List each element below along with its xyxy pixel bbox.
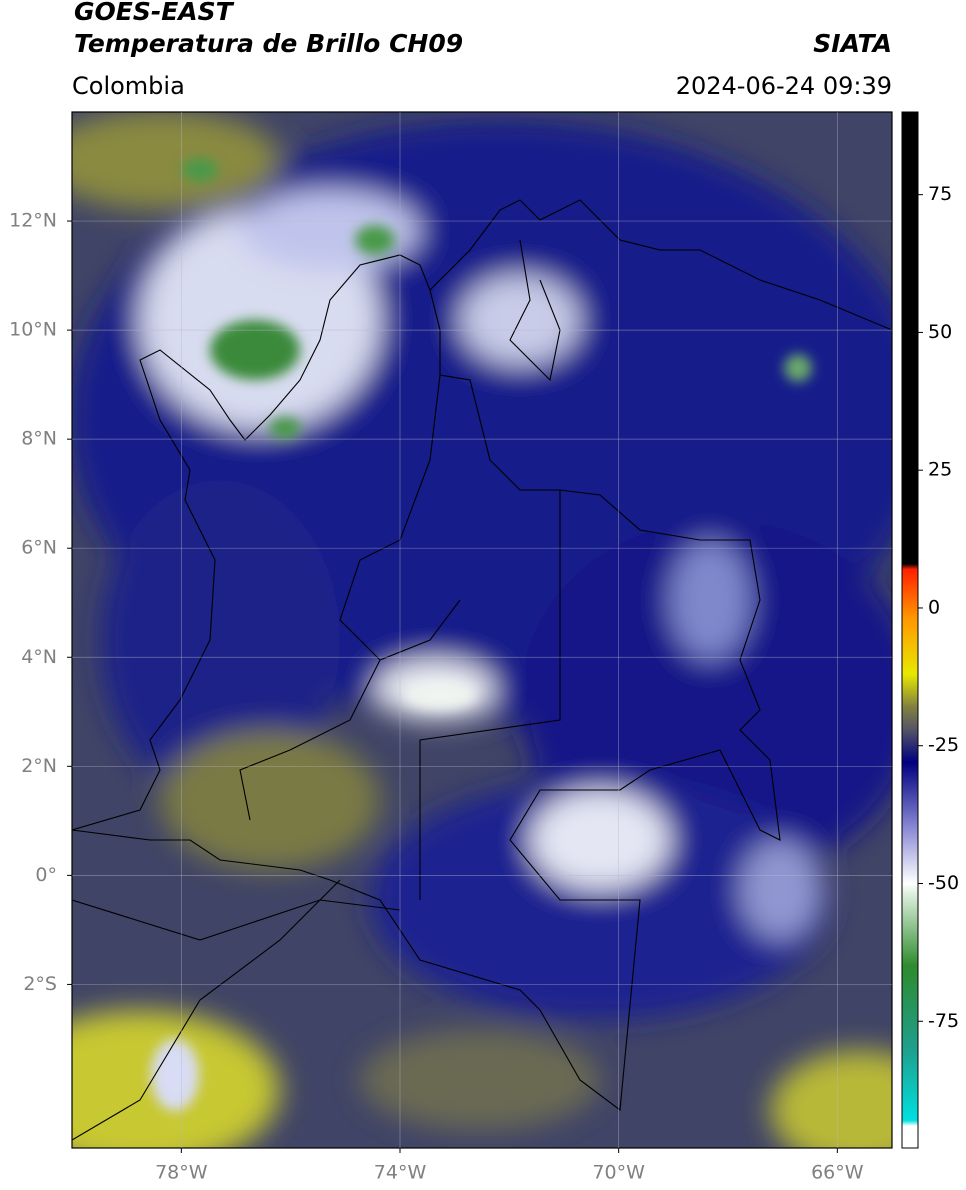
y-tick-label: 10°N	[9, 319, 57, 341]
datetime: 2024-06-24 09:39	[676, 72, 892, 100]
colorbar-tick-label: -50	[928, 872, 959, 894]
colorbar-tick-label: 25	[928, 459, 952, 481]
y-tick-label: 0°	[35, 864, 57, 886]
x-tick-label: 78°W	[155, 1162, 208, 1184]
colorbar-tick-label: 75	[928, 183, 952, 205]
y-tick-label: 2°N	[21, 755, 57, 777]
region: Colombia	[72, 72, 185, 100]
colorbar-tick-label: -75	[928, 1010, 959, 1032]
source: SIATA	[813, 29, 892, 58]
map-frame	[71, 111, 893, 1149]
colorbar-tick-label: -25	[928, 734, 959, 756]
subtitle: Temperatura de Brillo CH09	[74, 29, 463, 58]
x-tick-label: 66°W	[811, 1162, 864, 1184]
y-tick-label: 8°N	[21, 428, 57, 450]
colorbar	[901, 111, 919, 1149]
y-tick-label: 12°N	[9, 210, 57, 232]
borders	[72, 199, 892, 1141]
y-tick-label: 4°N	[21, 646, 57, 668]
colorbar-tick-label: 0	[928, 596, 940, 618]
x-tick-label: 74°W	[374, 1162, 427, 1184]
x-tick-label: 70°W	[592, 1162, 645, 1184]
y-tick-label: 2°S	[23, 973, 57, 995]
colorbar-tick-label: 50	[928, 321, 952, 343]
satellite-image	[72, 112, 892, 1148]
y-tick-label: 6°N	[21, 537, 57, 559]
title: GOES-EAST	[74, 0, 235, 26]
